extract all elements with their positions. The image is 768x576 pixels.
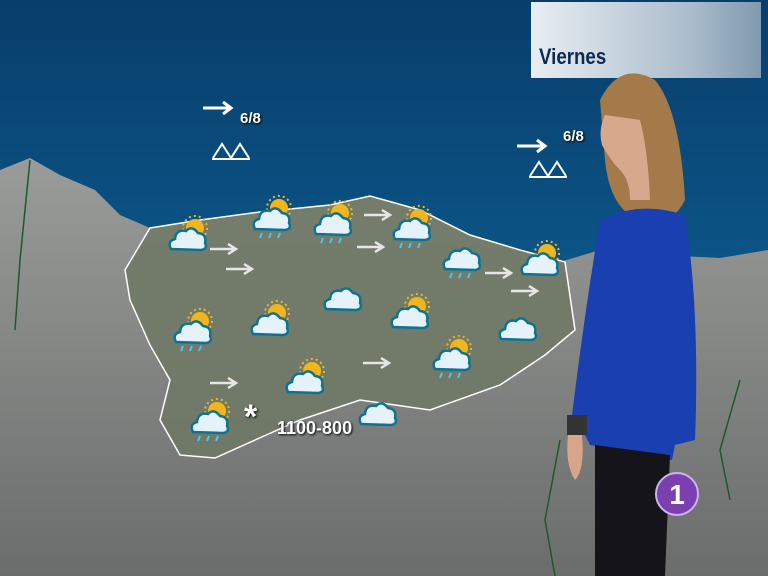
sun-cloud-rain-icon bbox=[173, 308, 213, 352]
arrow-right-icon bbox=[485, 266, 514, 280]
sun-cloud-rain-icon bbox=[392, 205, 432, 249]
snowflake-icon: * bbox=[244, 398, 258, 436]
sun-cloud-rain-icon bbox=[252, 195, 292, 239]
sun-cloud-rain-icon bbox=[313, 200, 353, 244]
snow-level-label: 1100-800 bbox=[277, 418, 353, 438]
arrow-right-icon bbox=[511, 284, 540, 298]
day-title: Viernes bbox=[539, 44, 607, 69]
cloud-rain-icon bbox=[442, 247, 482, 279]
presenter bbox=[567, 73, 697, 576]
channel-logo-text: 1 bbox=[669, 479, 685, 510]
sun-cloud-icon bbox=[520, 240, 560, 277]
arrow-right-icon bbox=[357, 240, 386, 254]
wave-icon bbox=[212, 142, 250, 160]
sea-wind-label-west: 6/8 bbox=[240, 110, 261, 127]
sun-cloud-icon bbox=[285, 358, 325, 395]
sun-cloud-icon bbox=[250, 300, 290, 337]
arrow-right-icon bbox=[210, 376, 239, 390]
arrow-right-icon bbox=[363, 356, 392, 370]
arrow-right-icon bbox=[210, 242, 239, 256]
sun-cloud-rain-icon bbox=[190, 398, 230, 442]
sun-cloud-icon bbox=[390, 293, 430, 330]
cloud-icon bbox=[498, 317, 538, 342]
sea-wind-label-east: 6/8 bbox=[563, 128, 584, 145]
arrow-right-icon bbox=[364, 208, 393, 222]
arrow-right-icon bbox=[517, 138, 548, 154]
sun-cloud-icon bbox=[168, 215, 208, 252]
sun-cloud-rain-icon bbox=[432, 335, 472, 379]
day-title-box: Viernes bbox=[531, 2, 761, 78]
arrow-right-icon bbox=[226, 262, 255, 276]
cloud-icon bbox=[358, 402, 398, 427]
cloud-icon bbox=[323, 287, 363, 312]
channel-logo: 1 bbox=[655, 472, 699, 516]
wave-icon bbox=[529, 160, 567, 178]
arrow-right-icon bbox=[203, 100, 234, 116]
